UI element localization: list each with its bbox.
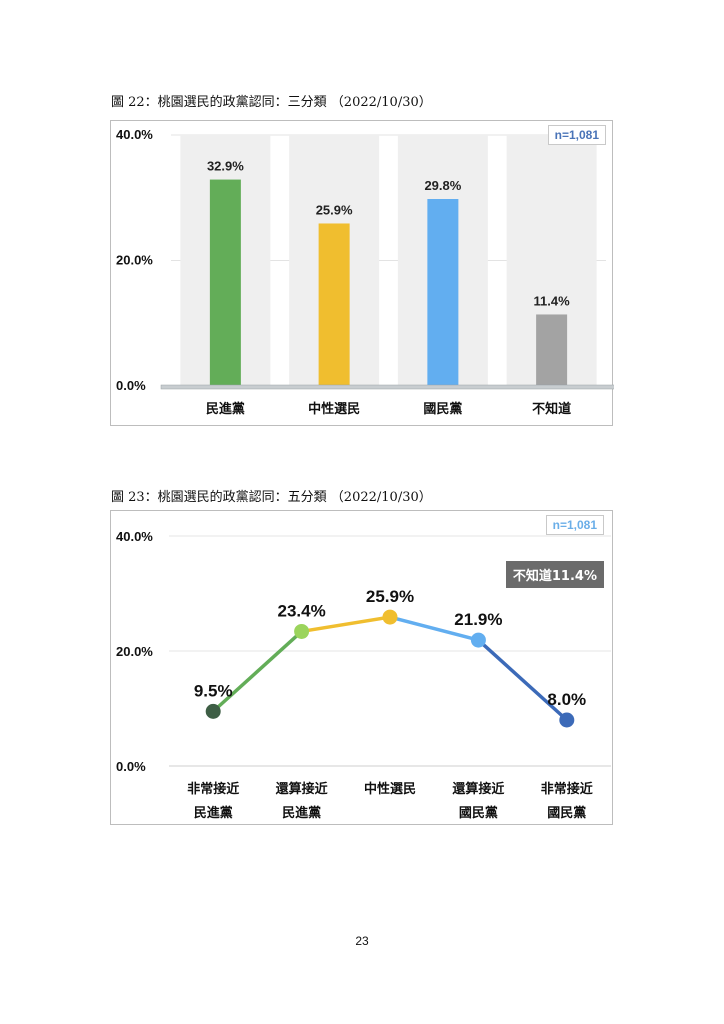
y-tick-label: 0.0% — [116, 759, 146, 774]
x-axis-baseline — [160, 384, 614, 390]
category-label: 不知道 — [532, 401, 571, 417]
data-label: 23.4% — [277, 601, 325, 620]
data-point — [470, 632, 486, 648]
unknown-share-badge: 不知道11.4% — [505, 561, 604, 588]
data-label: 11.4% — [534, 293, 571, 308]
line-segment — [211, 629, 304, 714]
data-point — [559, 712, 575, 728]
data-point — [382, 609, 398, 625]
sample-size-badge: n=1,081 — [545, 515, 604, 535]
line-segment — [299, 615, 392, 634]
figure-23-caption: 圖 23：桃園選民的政黨認同：五分類 （2022/10/30） — [111, 490, 432, 505]
page-number: 23 — [355, 934, 369, 948]
y-tick-label: 20.0% — [116, 644, 153, 659]
category-label: 國民黨 — [423, 401, 462, 417]
bar — [318, 223, 350, 386]
data-label: 21.9% — [454, 610, 502, 629]
y-tick-label: 0.0% — [116, 378, 146, 393]
line-segment — [388, 615, 481, 642]
bar-chart-svg: 32.9% 25.9% 29.8% 11.4% 0.0% 20.0% 40.0% 民進黨 中性選… — [116, 127, 614, 417]
data-label: 29.8% — [424, 178, 461, 193]
category-label: 非常接近民進黨 — [187, 781, 239, 821]
figure-22-caption: 圖 22：桃園選民的政黨認同：三分類 （2022/10/30） — [111, 95, 432, 110]
line-segment — [476, 638, 569, 722]
category-label: 中性選民 — [364, 781, 416, 797]
y-tick-label: 40.0% — [116, 529, 153, 544]
data-point — [205, 703, 221, 719]
data-label: 9.5% — [194, 681, 233, 700]
category-label: 中性選民 — [308, 401, 360, 417]
data-label: 8.0% — [547, 690, 586, 709]
bar — [536, 314, 568, 386]
category-label: 非常接近國民黨 — [541, 781, 593, 821]
y-tick-label: 40.0% — [116, 127, 153, 142]
data-label: 25.9% — [366, 587, 414, 606]
bar — [427, 199, 459, 386]
data-label: 32.9% — [207, 159, 244, 174]
party-id-three-category-chart: 32.9% 25.9% 29.8% 11.4% 0.0% 20.0% 40.0% 民進黨 中性選… — [110, 120, 614, 426]
category-label: 還算接近國民黨 — [452, 781, 504, 821]
category-label: 還算接近民進黨 — [276, 781, 328, 821]
party-id-five-category-chart: 9.5% 23.4% 25.9% 21.9% 8.0% 0.0% 20.0% 40.0% 非常接… — [110, 510, 613, 825]
data-label: 25.9% — [316, 202, 353, 217]
y-tick-label: 20.0% — [116, 253, 153, 268]
line-chart-svg: 9.5% 23.4% 25.9% 21.9% 8.0% 0.0% 20.0% 40.0% 非常接… — [116, 529, 611, 821]
bar — [209, 179, 241, 386]
sample-size-badge: n=1,081 — [547, 125, 606, 145]
data-point — [294, 623, 310, 639]
category-label: 民進黨 — [206, 401, 245, 417]
